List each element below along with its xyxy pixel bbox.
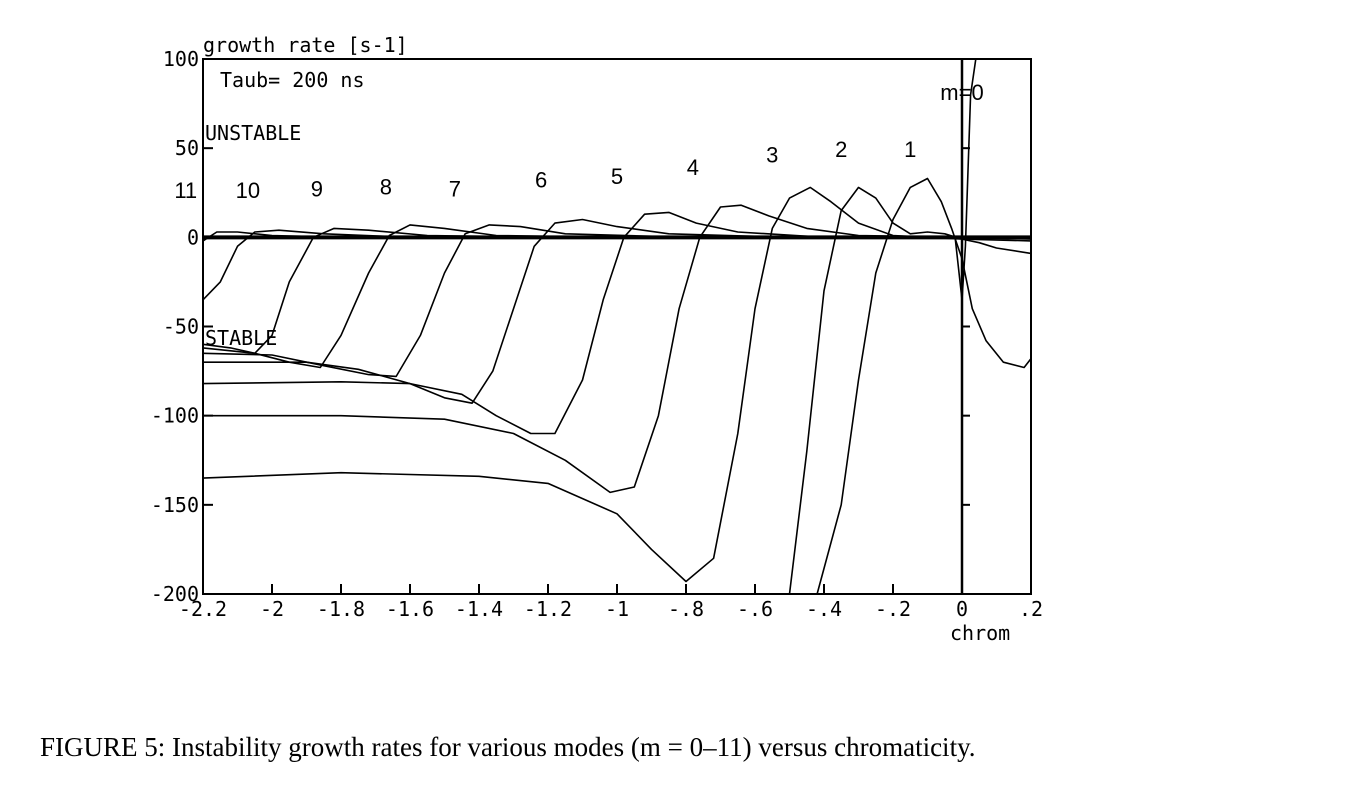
y-tick-label: 100 xyxy=(163,47,199,71)
series-line-mode-6 xyxy=(203,218,1031,404)
series-line-mode-8 xyxy=(202,224,1031,369)
y-tick-label: -150 xyxy=(151,493,199,517)
y-tick-label: -50 xyxy=(163,315,199,339)
mode-label: 7 xyxy=(449,176,461,201)
series-line-mode-1 xyxy=(816,177,1032,595)
x-tick-label: -1 xyxy=(605,597,629,621)
x-tick-label: -1.8 xyxy=(317,597,365,621)
series-line-mode-5 xyxy=(202,211,1031,435)
taub-annotation: Taub= 200 ns xyxy=(220,68,365,92)
x-tick-label: -.8 xyxy=(668,597,704,621)
mode-label: 5 xyxy=(611,164,623,189)
mode-label: 2 xyxy=(835,137,847,162)
y-tick-label: 50 xyxy=(175,136,199,160)
mode-label: 8 xyxy=(380,175,392,200)
y-axis-title: growth rate [s-1] xyxy=(203,33,408,57)
x-tick-label: -1.6 xyxy=(386,597,434,621)
x-tick-label: -1.2 xyxy=(524,597,572,621)
y-tick-label: -200 xyxy=(151,582,199,606)
x-axis-title: chrom xyxy=(950,621,1010,645)
unstable-annotation: UNSTABLE xyxy=(205,121,301,145)
mode-label: 10 xyxy=(236,178,260,203)
series-line-mode-m0 xyxy=(954,58,977,301)
x-tick-label: -.6 xyxy=(737,597,773,621)
series-line-mode-11 xyxy=(202,231,1031,242)
x-tick-label: -2.2 xyxy=(179,597,227,621)
x-tick-label: -2 xyxy=(260,597,284,621)
y-tick-label: -100 xyxy=(151,404,199,428)
series-line-mode-3 xyxy=(202,186,1032,583)
figure-caption: FIGURE 5: Instability growth rates for v… xyxy=(40,732,976,762)
x-tick-label: 0 xyxy=(956,597,968,621)
labels-layer: m=0 1 2 3 4 5 6 7 8 9 10 11 xyxy=(174,80,983,203)
mode-label: 1 xyxy=(904,137,916,162)
series-line-mode-9 xyxy=(202,227,1031,355)
mode-label: 3 xyxy=(766,142,778,167)
mode-label: 6 xyxy=(535,167,547,192)
mode-label: m=0 xyxy=(940,80,983,105)
series-layer xyxy=(202,58,1032,595)
x-tick-label: -.2 xyxy=(875,597,911,621)
y-tick-label: 0 xyxy=(187,225,199,249)
series-line-mode-7 xyxy=(202,224,1031,378)
mode-label: 9 xyxy=(311,176,323,201)
x-tick-label: -1.4 xyxy=(455,597,503,621)
x-tick-label: .2 xyxy=(1019,597,1043,621)
series-line-mode-2 xyxy=(203,186,1032,595)
series-line-mode-10 xyxy=(202,229,1031,301)
mode-label: 4 xyxy=(687,155,699,180)
series-line-mode-4 xyxy=(203,204,1032,494)
x-tick-label: -.4 xyxy=(806,597,842,621)
mode-label: 11 xyxy=(174,178,197,203)
